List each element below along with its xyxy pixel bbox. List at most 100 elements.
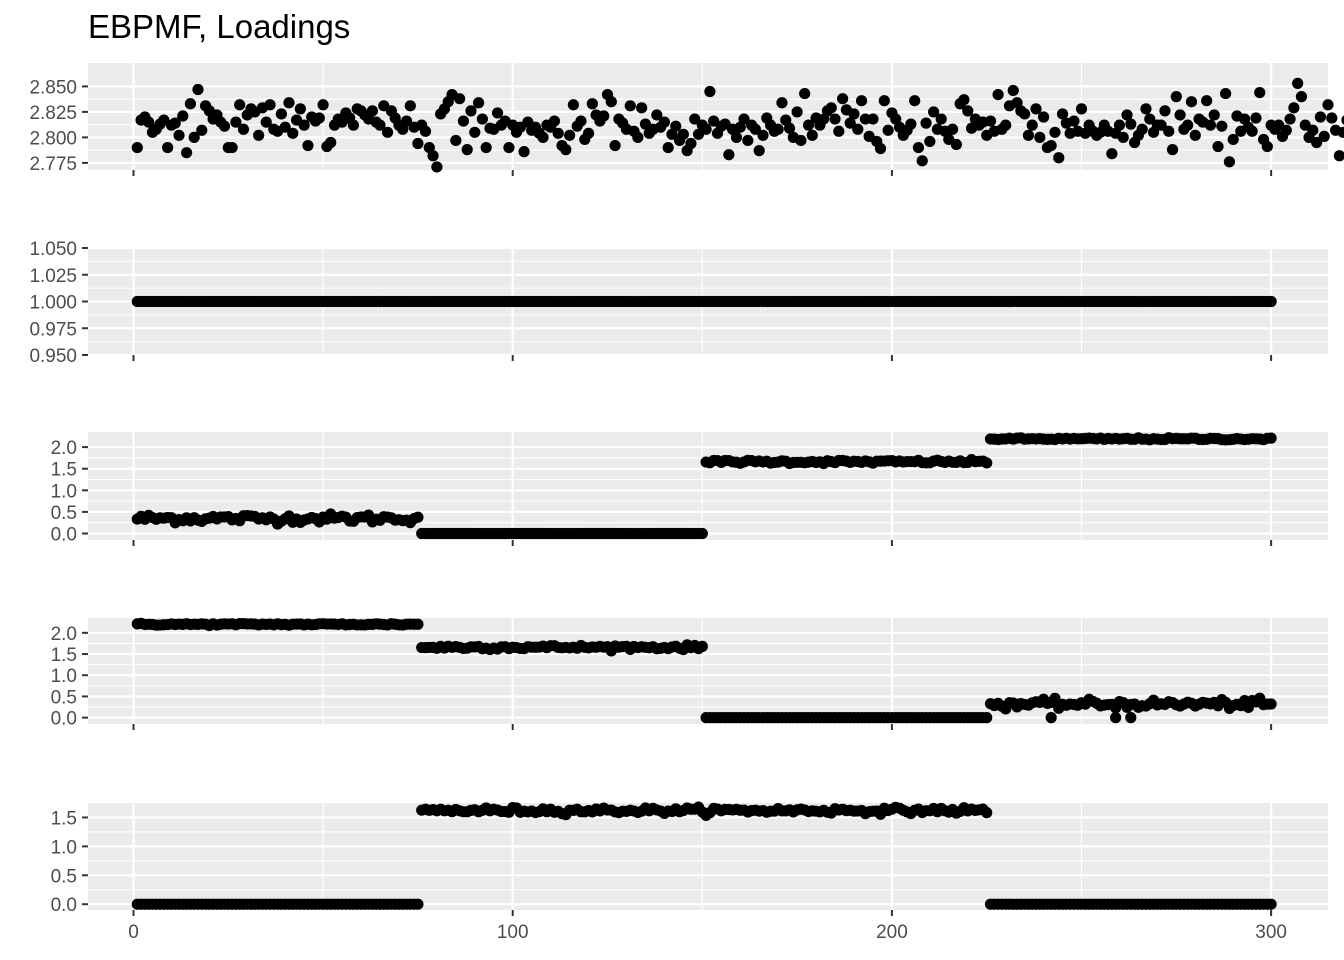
points <box>131 617 1277 724</box>
data-point <box>658 116 670 128</box>
data-point <box>829 113 841 125</box>
data-point <box>552 127 564 139</box>
data-point <box>696 640 708 652</box>
data-point <box>689 113 701 125</box>
y-tick-label: 0.0 <box>51 525 77 546</box>
data-point <box>700 123 712 135</box>
data-point <box>472 97 485 109</box>
data-point <box>848 108 860 120</box>
data-point <box>662 141 674 154</box>
data-point <box>783 122 796 134</box>
data-point <box>192 83 204 96</box>
points <box>131 77 1344 173</box>
data-point <box>548 115 561 127</box>
data-point <box>1106 148 1118 160</box>
data-point <box>855 95 868 107</box>
data-point <box>1166 144 1179 156</box>
data-point <box>404 100 416 112</box>
data-point <box>491 107 504 119</box>
data-point <box>1322 99 1334 111</box>
data-point <box>1295 91 1308 103</box>
data-point <box>567 99 579 111</box>
data-point <box>984 115 997 127</box>
data-point <box>928 106 940 118</box>
data-point <box>651 109 663 121</box>
data-point <box>294 103 306 115</box>
data-point <box>264 99 276 111</box>
data-point <box>1144 113 1156 125</box>
data-point <box>806 129 818 141</box>
data-point <box>1163 125 1175 137</box>
data-point <box>1212 140 1224 153</box>
y-tick-label: 2.0 <box>51 624 77 645</box>
y-tick-label: 1.0 <box>51 666 77 687</box>
data-point <box>347 119 360 131</box>
data-point <box>1311 136 1323 149</box>
points <box>131 432 1277 540</box>
data-point <box>981 457 993 469</box>
data-point <box>196 124 208 136</box>
data-point <box>738 113 750 125</box>
data-point <box>1007 84 1019 97</box>
data-point <box>586 98 598 110</box>
data-point <box>935 113 947 125</box>
data-point <box>1068 115 1080 127</box>
data-point <box>1246 125 1258 137</box>
data-point <box>1288 102 1300 114</box>
data-point <box>677 128 689 140</box>
data-point <box>1220 87 1232 100</box>
data-point <box>802 119 815 131</box>
data-point <box>325 136 337 149</box>
data-point <box>283 97 295 109</box>
data-point <box>1208 109 1220 121</box>
data-point <box>1182 119 1194 131</box>
data-point <box>173 129 185 141</box>
data-point <box>169 117 181 129</box>
data-point <box>696 527 708 540</box>
data-point <box>503 141 515 154</box>
data-point <box>1125 712 1137 724</box>
data-point <box>180 147 193 159</box>
data-point <box>882 124 894 136</box>
data-point <box>981 712 993 724</box>
data-point <box>742 134 754 147</box>
data-point <box>374 119 386 131</box>
x-tick-label: 0 <box>128 922 139 943</box>
data-point <box>1110 712 1122 724</box>
data-point <box>1265 295 1277 308</box>
data-point <box>582 127 595 139</box>
data-point <box>1075 103 1088 115</box>
data-point <box>1000 119 1012 131</box>
data-point <box>1019 108 1031 120</box>
data-point <box>1341 115 1344 125</box>
data-point <box>1318 130 1330 142</box>
y-tick-label: 0.5 <box>51 687 77 708</box>
data-point <box>1227 133 1239 146</box>
panel-2: 0.950 0.975 1.000 1.025 1.050 <box>29 239 1328 367</box>
data-point <box>916 155 928 167</box>
y-tick-label: 0.5 <box>51 503 77 524</box>
y-tick-label: 0.0 <box>51 709 77 730</box>
y-tick-label: 1.5 <box>51 460 77 481</box>
data-point <box>605 96 617 108</box>
data-point <box>636 102 648 114</box>
data-point <box>476 113 488 125</box>
y-tick-label: 1.5 <box>51 808 77 829</box>
data-point <box>1056 108 1069 120</box>
data-point <box>1125 118 1137 130</box>
data-point <box>685 137 697 150</box>
data-point <box>1121 109 1133 121</box>
data-point <box>670 120 682 132</box>
data-point <box>874 143 887 155</box>
data-point <box>1216 120 1228 132</box>
data-point <box>598 110 610 122</box>
x-tick-label: 300 <box>1255 922 1287 943</box>
data-point <box>465 105 477 117</box>
data-point <box>1204 119 1217 131</box>
data-point <box>1170 91 1182 103</box>
data-point <box>1337 126 1344 138</box>
panel-3: 0.00.51.01.52.0 <box>51 432 1328 546</box>
data-point <box>1045 139 1057 152</box>
points <box>131 801 1277 910</box>
